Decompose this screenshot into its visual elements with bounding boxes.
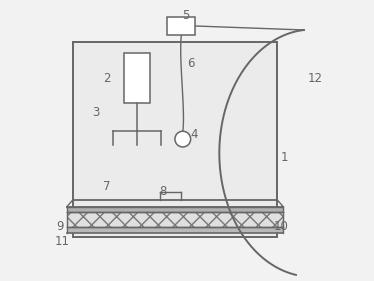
Bar [124,53,150,103]
Text: 4: 4 [190,128,198,141]
Text: 9: 9 [56,220,64,233]
Text: 5: 5 [182,9,189,22]
Text: 10: 10 [274,220,289,233]
Bar [67,227,283,233]
Bar [167,17,196,35]
Text: 1: 1 [280,151,288,164]
Circle shape [175,131,191,147]
Bar [67,212,283,227]
Bar [73,42,277,237]
Bar [67,207,283,212]
Text: 6: 6 [187,57,195,70]
Text: 3: 3 [92,106,99,119]
Text: 12: 12 [307,72,322,85]
Text: 11: 11 [55,235,70,248]
Text: 8: 8 [159,185,167,198]
Text: 7: 7 [103,180,111,193]
Text: 2: 2 [103,72,111,85]
